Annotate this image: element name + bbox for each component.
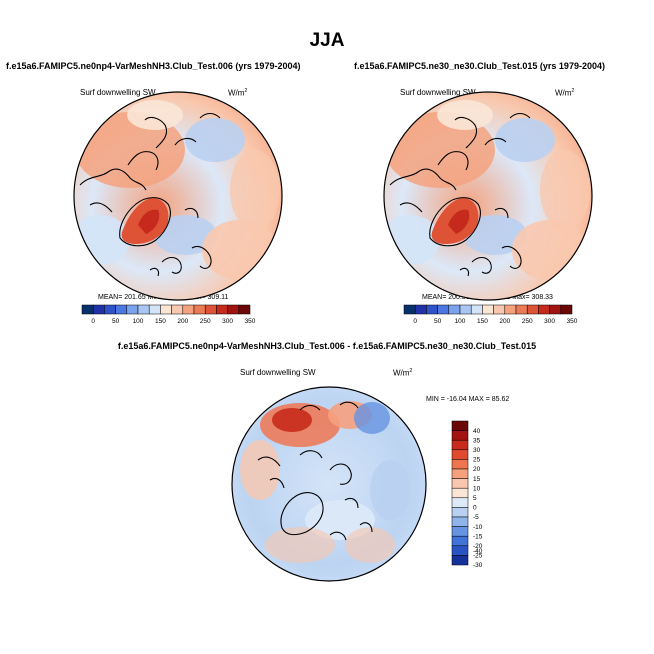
- panel-3-colorbar-swatch: [451, 449, 469, 460]
- panel-1-colorbar-tick-label: 50: [112, 318, 120, 325]
- panel-2-colorbar-swatch: [504, 304, 517, 315]
- panel-2-colorbar-swatch: [515, 304, 528, 315]
- panel-3-colorbar-swatch: [451, 439, 469, 451]
- panel-2-variable: Surf downwelling SW: [400, 88, 476, 97]
- panel-3-colorbar-tick-label: 40: [473, 428, 481, 435]
- panel-2-colorbar-tick-label: 300: [544, 318, 555, 325]
- panel-3-colorbar-swatch: [451, 468, 469, 479]
- panel-3-colorbar-tick-label: 30: [473, 447, 481, 454]
- panel-1-colorbar-tick-label: 350: [245, 318, 256, 325]
- panel-1-colorbar-swatch: [104, 304, 116, 315]
- panel-1-colorbar-swatch: [238, 304, 251, 315]
- panel-3-colorbar-swatch: [451, 507, 469, 518]
- panel-3-colorbar-tick-label: 0: [473, 505, 477, 512]
- panel-3-colorbar-tick-label: -20: [473, 543, 483, 550]
- panel-3-colorbar-swatch: [451, 535, 469, 547]
- panel-2-colorbar-swatch: [538, 304, 550, 315]
- panel-3-colorbar-tick-label: 15: [473, 476, 481, 483]
- panel-2-colorbar-tick-label: 150: [477, 318, 488, 325]
- panel-2-colorbar-swatch: [549, 304, 562, 315]
- panel-1-colorbar-tick-label: 0: [91, 318, 95, 325]
- panel-3-colorbar-swatch: [451, 545, 469, 556]
- panel-3-colorbar-swatch: [451, 420, 469, 431]
- panel-3-colorbar-tick-label: 10: [473, 485, 481, 492]
- panel-2-colorbar-tick-label: 200: [499, 318, 510, 325]
- panel-3-map: [232, 387, 426, 581]
- panel-1-colorbar-swatch: [160, 304, 172, 315]
- panel-2-colorbar-swatch: [482, 304, 494, 315]
- panel-2-colorbar-swatch: [493, 304, 506, 315]
- panel-1-colorbar-tick-label: 200: [177, 318, 188, 325]
- panel-2-colorbar-swatch: [448, 304, 461, 315]
- panel-3-colorbar-swatch: [451, 497, 469, 508]
- panel-3-colorbar-tick-label: 20: [473, 466, 481, 473]
- panel-1-colorbar-swatch: [126, 304, 139, 315]
- panel-1-colorbar-swatch: [182, 304, 195, 315]
- panel-2-colorbar-swatch: [459, 304, 472, 315]
- panel-1-colorbar-tick-label: 300: [222, 318, 233, 325]
- panel-2-colorbar-swatch: [414, 304, 427, 315]
- panel-2-colorbar-swatch: [426, 304, 438, 315]
- panel-1-colorbar-swatch: [171, 304, 184, 315]
- panel-3-colorbar-tick-label: -10: [473, 524, 483, 531]
- panel-3-colorbar-tick-label: -5: [473, 514, 479, 521]
- panel-3-colorbar-tick-label: -40: [473, 548, 483, 555]
- panel-1-map-border: [73, 91, 283, 301]
- panel-1-variable: Surf downwelling SW: [80, 88, 156, 97]
- panel-3-colorbar: 40 35 30 25 20 15 10 5 0 -5 -10 -15 -20 -25 -30 -40: [451, 420, 483, 569]
- panel-2-colorbar: 0 50 100 150 200 250 300 350: [403, 304, 578, 325]
- panel-3-colorbar-tick-label: 25: [473, 457, 481, 464]
- panel-1-colorbar-swatch: [115, 304, 128, 315]
- panel-3-colorbar-swatch: [451, 516, 469, 527]
- panel-3-colorbar-swatch: [451, 555, 469, 566]
- panel-3-stats: MIN = -16.04 MAX = 85.62: [426, 396, 510, 403]
- panel-3-map-border: [231, 386, 427, 582]
- panel-1-colorbar-swatch: [137, 304, 150, 315]
- panel-3-colorbar-tick-label: -30: [473, 562, 483, 569]
- panel-2-colorbar-tick-label: 50: [434, 318, 442, 325]
- panel-1-units: W/m2: [228, 88, 248, 98]
- panel-1-colorbar-swatch: [92, 304, 105, 315]
- panel-3-colorbar-tick-label: 35: [473, 437, 481, 444]
- panel-1-colorbar-swatch: [216, 304, 228, 315]
- panel-2-colorbar-swatch: [526, 304, 539, 315]
- panel-2-colorbar-tick-label: 250: [522, 318, 533, 325]
- panel-1-colorbar: 0 50 100 150 200 250 300 350: [81, 304, 256, 325]
- panel-3-colorbar-tick-label: -15: [473, 533, 483, 540]
- figure-title: JJA: [309, 30, 345, 51]
- panel-3-colorbar-swatch: [451, 526, 469, 537]
- panel-3-colorbar-tick-label: 5: [473, 495, 477, 502]
- panel-3-units: W/m2: [393, 368, 413, 378]
- panel-1-colorbar-swatch: [227, 304, 240, 315]
- panel-1-colorbar-swatch: [204, 304, 217, 315]
- panel-3-variable: Surf downwelling SW: [240, 368, 316, 377]
- panel-2-map: [384, 92, 592, 300]
- panel-1-colorbar-swatch: [148, 304, 161, 315]
- panel-2-colorbar-swatch: [560, 304, 573, 315]
- panel-3-colorbar-swatch: [451, 487, 469, 499]
- panel-2-colorbar-tick-label: 100: [455, 318, 466, 325]
- panel-1-colorbar-tick-label: 150: [155, 318, 166, 325]
- panel-2-colorbar-swatch: [437, 304, 450, 315]
- panel-2-map-border: [383, 91, 593, 301]
- panel-2-title: f.e15a6.FAMIPC5.ne30_ne30.Club_Test.015 …: [354, 61, 605, 71]
- panel-3-colorbar-swatch: [451, 430, 469, 441]
- panel-2-colorbar-swatch: [403, 304, 416, 315]
- panel-1-colorbar-tick-label: 100: [133, 318, 144, 325]
- panel-1-title: f.e15a6.FAMIPC5.ne0np4-VarMeshNH3.Club_T…: [6, 61, 301, 71]
- panel-1-colorbar-tick-label: 250: [200, 318, 211, 325]
- panel-1-colorbar-swatch: [81, 304, 94, 315]
- panel-1-map: [74, 92, 282, 300]
- panel-3-colorbar-tick-label: -25: [473, 553, 483, 560]
- panel-3-title: f.e15a6.FAMIPC5.ne0np4-VarMeshNH3.Club_T…: [117, 341, 537, 351]
- panel-2-units: W/m2: [555, 88, 575, 98]
- panel-2-colorbar-tick-label: 0: [413, 318, 417, 325]
- panel-2-colorbar-swatch: [470, 304, 483, 315]
- panel-2-colorbar-tick-label: 350: [567, 318, 578, 325]
- panel-1-colorbar-swatch: [193, 304, 206, 315]
- panel-3-colorbar-swatch: [451, 459, 469, 470]
- panel-3-colorbar-swatch: [451, 478, 469, 489]
